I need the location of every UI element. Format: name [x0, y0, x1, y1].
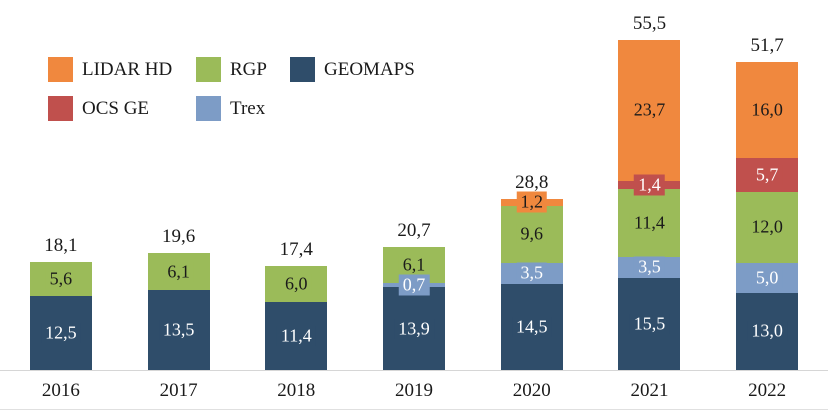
legend-label-lidar-hd: LIDAR HD: [82, 58, 173, 80]
x-axis-label-2022: 2022: [748, 379, 787, 401]
segment-rgp-2018: 6,0: [265, 266, 328, 303]
bar-total-label-2018: 17,4: [279, 239, 313, 261]
legend-item-rgp: RGP: [196, 57, 290, 82]
segment-value-label: 13,0: [747, 320, 787, 342]
legend-item-ocs-ge: OCS GE: [48, 96, 196, 121]
segment-rgp-2016: 5,6: [29, 262, 92, 296]
segment-value-label: 11,4: [276, 325, 316, 347]
segment-rgp-2022: 12,0: [736, 191, 799, 263]
plot-area: 18,1 5,6 12,5 19,6 6,1 13,5 17,4 6,0 11,4 20,7 6,1…: [0, 0, 828, 371]
bar-total-label-2022: 51,7: [750, 35, 784, 57]
segment-trex-2022: 5,0: [736, 262, 799, 293]
bar-column-2016: 18,1 5,6 12,5: [2, 0, 120, 370]
bar-column-2022: 51,7 16,0 5,7 12,0 5,0 13,0: [708, 0, 826, 370]
segment-lidar-hd-2020: 1,2: [500, 191, 563, 213]
segment-value-label: 13,9: [394, 318, 434, 340]
segment-geomaps-2020: 14,5: [500, 283, 563, 370]
legend-label-rgp: RGP: [230, 58, 267, 80]
segment-value-label: 0,7: [398, 274, 430, 296]
bar-total-label-2021: 55,5: [632, 12, 667, 34]
segment-value-label: 5,6: [45, 268, 77, 290]
legend-label-ocs-ge: OCS GE: [82, 97, 150, 119]
x-axis-label-2016: 2016: [41, 379, 80, 401]
x-axis-label-2021: 2021: [630, 379, 669, 401]
segment-geomaps-2016: 12,5: [29, 295, 92, 370]
segment-value-label: 9,6: [516, 223, 547, 245]
segment-value-label: 1,2: [516, 191, 547, 213]
bar-column-2020: 28,8 1,2 9,6 3,5 14,5: [473, 0, 591, 370]
segment-rgp-2017: 6,1: [147, 253, 210, 290]
legend-item-geomaps: GEOMAPS: [290, 57, 415, 82]
legend-swatch-geomaps: [290, 57, 315, 82]
segment-trex-2021: 3,5: [618, 256, 681, 278]
segment-rgp-2020: 9,6: [500, 205, 563, 263]
segment-value-label: 6,0: [281, 273, 312, 295]
bar-column-2019: 20,7 6,1 0,7 13,9: [355, 0, 473, 370]
segment-value-label: 3,5: [634, 256, 665, 278]
bar-column-2017: 19,6 6,1 13,5: [120, 0, 238, 370]
bar-total-label-2020: 28,8: [515, 171, 549, 193]
stacked-bar-2020: 1,2 9,6 3,5 14,5: [500, 191, 563, 370]
stacked-bar-2016: 5,6 12,5: [29, 262, 92, 370]
segment-rgp-2021: 11,4: [618, 189, 681, 257]
segment-value-label: 23,7: [629, 99, 670, 121]
chart-legend: LIDAR HD RGP GEOMAPS OCS GE Trex: [48, 57, 415, 121]
stacked-bar-2018: 6,0 11,4: [265, 266, 328, 370]
segment-lidar-hd-2021: 23,7: [618, 39, 681, 181]
segment-value-label: 12,0: [747, 216, 787, 238]
legend-swatch-trex: [196, 96, 221, 121]
segment-ocs-ge-2021: 1,4: [618, 174, 681, 196]
legend-label-trex: Trex: [230, 97, 266, 119]
segment-geomaps-2019: 13,9: [383, 287, 446, 370]
segment-value-label: 15,5: [629, 313, 670, 335]
segment-value-label: 3,5: [516, 262, 547, 284]
segment-geomaps-2018: 11,4: [265, 302, 328, 370]
legend-item-trex: Trex: [196, 96, 290, 121]
segment-value-label: 12,5: [41, 322, 81, 344]
x-axis-label-2018: 2018: [277, 379, 316, 401]
legend-swatch-lidar-hd: [48, 57, 73, 82]
segment-value-label: 11,4: [630, 212, 669, 234]
bar-total-label-2016: 18,1: [44, 235, 78, 257]
legend-swatch-rgp: [196, 57, 221, 82]
segment-lidar-hd-2022: 16,0: [736, 62, 799, 158]
segment-trex-2019: 0,7: [383, 274, 446, 296]
segment-geomaps-2021: 15,5: [618, 277, 681, 370]
x-axis-labels: 2016 2017 2018 2019 2020 2021 2022: [0, 372, 828, 410]
bar-total-label-2019: 20,7: [397, 219, 431, 241]
legend-item-lidar-hd: LIDAR HD: [48, 57, 196, 82]
legend-swatch-ocs-ge: [48, 96, 73, 121]
segment-value-label: 14,5: [511, 316, 552, 338]
segment-geomaps-2022: 13,0: [736, 292, 799, 370]
bar-column-2021: 55,5 23,7 1,4 11,4 3,5 15,5: [591, 0, 709, 370]
segment-value-label: 5,0: [751, 267, 783, 289]
segment-value-label: 1,4: [634, 174, 665, 196]
segment-ocs-ge-2022: 5,7: [736, 157, 799, 192]
segment-value-label: 6,1: [398, 254, 430, 276]
x-axis-label-2020: 2020: [512, 379, 551, 401]
x-axis-label-2019: 2019: [395, 379, 434, 401]
segment-value-label: 13,5: [158, 319, 199, 341]
segment-value-label: 6,1: [163, 261, 194, 283]
legend-label-geomaps: GEOMAPS: [324, 58, 415, 80]
stacked-bar-2017: 6,1 13,5: [147, 253, 210, 370]
stacked-bar-2019: 6,1 0,7 13,9: [383, 246, 446, 370]
bar-total-label-2017: 19,6: [161, 226, 196, 248]
bar-column-2018: 17,4 6,0 11,4: [237, 0, 355, 370]
x-axis-label-2017: 2017: [159, 379, 198, 401]
segment-value-label: 16,0: [747, 99, 787, 121]
stacked-bar-2021: 23,7 1,4 11,4 3,5 15,5: [618, 39, 681, 370]
segment-trex-2020: 3,5: [500, 262, 563, 284]
segment-value-label: 5,7: [751, 164, 783, 186]
segment-geomaps-2017: 13,5: [147, 289, 210, 370]
stacked-bar-2022: 16,0 5,7 12,0 5,0 13,0: [736, 62, 799, 370]
